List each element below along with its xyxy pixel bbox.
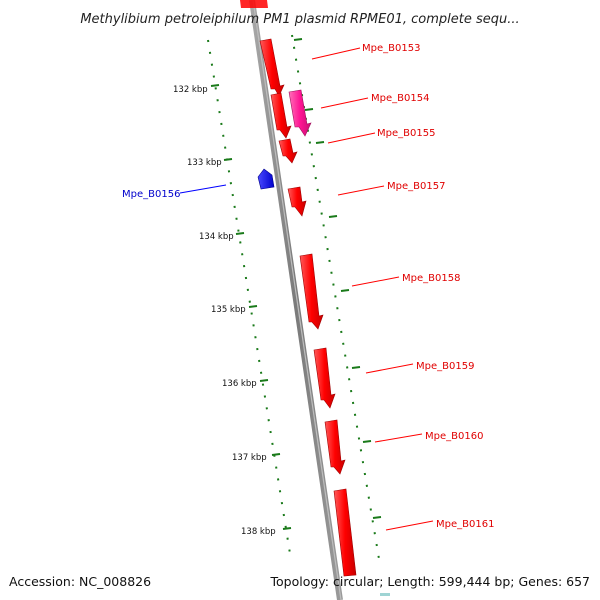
tick-mark [372, 516, 382, 519]
gene-arrow-mpe-b0160[interactable] [324, 419, 346, 475]
tick-mark [282, 527, 292, 530]
gene-label-mpe-b0159[interactable]: Mpe_B0159 [416, 361, 474, 372]
gene-label-line [320, 97, 369, 109]
summary-text: Topology: circular; Length: 599,444 bp; … [270, 574, 591, 589]
accession-text: Accession: NC_008826 [9, 574, 151, 589]
tick-label: 138 kbp [241, 527, 276, 537]
gene-label-line [179, 184, 227, 194]
backbone [249, 0, 343, 600]
edge-mark-top [240, 0, 268, 8]
tick-mark [248, 305, 258, 308]
gene-label-mpe-b0160[interactable]: Mpe_B0160 [425, 431, 483, 442]
tick-mark [340, 289, 350, 292]
tick-mark [259, 379, 269, 382]
gene-label-mpe-b0153[interactable]: Mpe_B0153 [362, 43, 420, 54]
tick-mark [315, 141, 325, 144]
gene-arrow-mpe-b0154[interactable] [288, 89, 312, 137]
gene-label-line [327, 132, 376, 144]
gene-label-mpe-b0156[interactable]: Mpe_B0156 [122, 189, 180, 200]
tick-mark [271, 453, 281, 456]
map-title: Methylibium petroleiphilum PM1 plasmid R… [80, 12, 519, 27]
edge-mark-bottom [380, 593, 390, 596]
tick-mark [351, 366, 361, 369]
gene-label-mpe-b0157[interactable]: Mpe_B0157 [387, 181, 445, 192]
tick-mark [304, 108, 314, 111]
tick-label: 137 kbp [232, 453, 267, 463]
gene-label-mpe-b0161[interactable]: Mpe_B0161 [436, 519, 494, 530]
genes: Mpe_B0153 Mpe_B0154 Mpe_B0155 Mpe_B0156 … [122, 38, 494, 577]
tick-mark [210, 84, 220, 87]
tick-mark [293, 38, 303, 41]
gene-arrow-mpe-b0157[interactable] [287, 186, 307, 217]
gene-label-mpe-b0158[interactable]: Mpe_B0158 [402, 273, 460, 284]
tick-mark [223, 158, 233, 161]
gene-label-line [385, 520, 434, 531]
tick-label: 136 kbp [222, 379, 257, 389]
gene-arrow-mpe-b0156[interactable] [257, 168, 275, 190]
gene-label-line [374, 433, 423, 443]
tick-mark [235, 232, 245, 235]
scale-ticks: 132 kbp 133 kbp 134 kbp 135 kbp 136 kbp … [173, 38, 382, 537]
gene-label-line [337, 185, 385, 196]
gene-arrow-mpe-b0161[interactable] [333, 488, 357, 577]
gene-arrow-mpe-b0153[interactable] [259, 38, 285, 97]
gene-arrow-mpe-b0158[interactable] [299, 253, 324, 330]
gene-label-line [351, 276, 400, 287]
tick-label: 133 kbp [187, 158, 222, 168]
gene-arrow-mpe-b0155[interactable] [278, 138, 298, 164]
gene-label-mpe-b0155[interactable]: Mpe_B0155 [377, 128, 435, 139]
tick-mark [362, 440, 372, 443]
tick-mark [328, 215, 338, 218]
gene-arrow-mpe-b0159[interactable] [313, 347, 336, 409]
gene-label-line [365, 363, 414, 374]
gene-arrow-segment [270, 92, 292, 139]
gene-label-line [311, 47, 361, 60]
gene-label-mpe-b0154[interactable]: Mpe_B0154 [371, 93, 429, 104]
tick-label: 134 kbp [199, 232, 234, 242]
tick-label: 132 kbp [173, 85, 208, 95]
tick-label: 135 kbp [211, 305, 246, 315]
